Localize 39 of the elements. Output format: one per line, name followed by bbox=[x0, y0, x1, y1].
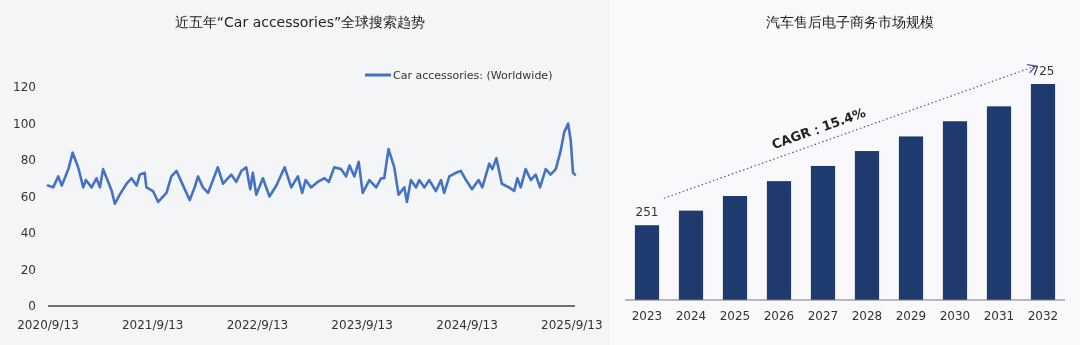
x-tick-label: 2032 bbox=[1027, 309, 1059, 323]
x-tick-label: 2021/9/13 bbox=[121, 318, 184, 332]
x-tick-label: 2030 bbox=[939, 309, 971, 323]
x-tick-label: 2025 bbox=[719, 309, 751, 323]
bar bbox=[722, 196, 748, 300]
x-tick-label: 2022/9/13 bbox=[226, 318, 289, 332]
x-tick-label: 2025/9/13 bbox=[541, 318, 603, 332]
bar bbox=[986, 106, 1012, 300]
line-series bbox=[46, 122, 577, 206]
y-tick-label: 100 bbox=[13, 116, 36, 131]
x-tick-label: 2026 bbox=[763, 309, 795, 323]
bar bbox=[942, 121, 968, 300]
data-label: 251 bbox=[635, 205, 659, 220]
bar bbox=[854, 151, 880, 300]
y-tick-label: 60 bbox=[20, 189, 36, 204]
y-tick-label: 80 bbox=[20, 153, 36, 167]
chart-title: 近五年“Car accessories”全球搜索趋势 bbox=[174, 14, 426, 30]
bar bbox=[634, 225, 660, 300]
x-tick-label: 2020/9/13 bbox=[17, 318, 79, 332]
bar bbox=[810, 165, 836, 300]
legend-label: Car accessories: (Worldwide) bbox=[393, 69, 553, 82]
x-tick-label: 2024/9/13 bbox=[436, 318, 498, 332]
data-label: 725 bbox=[1031, 64, 1055, 78]
x-tick-label: 2029 bbox=[895, 309, 927, 323]
x-tick-label: 2024 bbox=[675, 309, 707, 323]
y-tick-label: 20 bbox=[20, 262, 36, 277]
bar bbox=[898, 136, 924, 300]
bar bbox=[766, 181, 792, 300]
bar bbox=[678, 210, 704, 300]
bar bbox=[1030, 84, 1056, 300]
x-tick-label: 2031 bbox=[983, 309, 1015, 323]
x-tick-label: 2027 bbox=[807, 309, 839, 323]
chart-title: 汽车售后电子商务市场规模 bbox=[766, 14, 934, 30]
y-tick-label: 0 bbox=[28, 299, 36, 313]
y-tick-label: 40 bbox=[20, 226, 36, 240]
x-tick-label: 2023 bbox=[631, 309, 663, 323]
x-tick-label: 2028 bbox=[851, 309, 883, 323]
y-tick-label: 120 bbox=[13, 80, 36, 94]
x-tick-label: 2023/9/13 bbox=[331, 318, 393, 332]
